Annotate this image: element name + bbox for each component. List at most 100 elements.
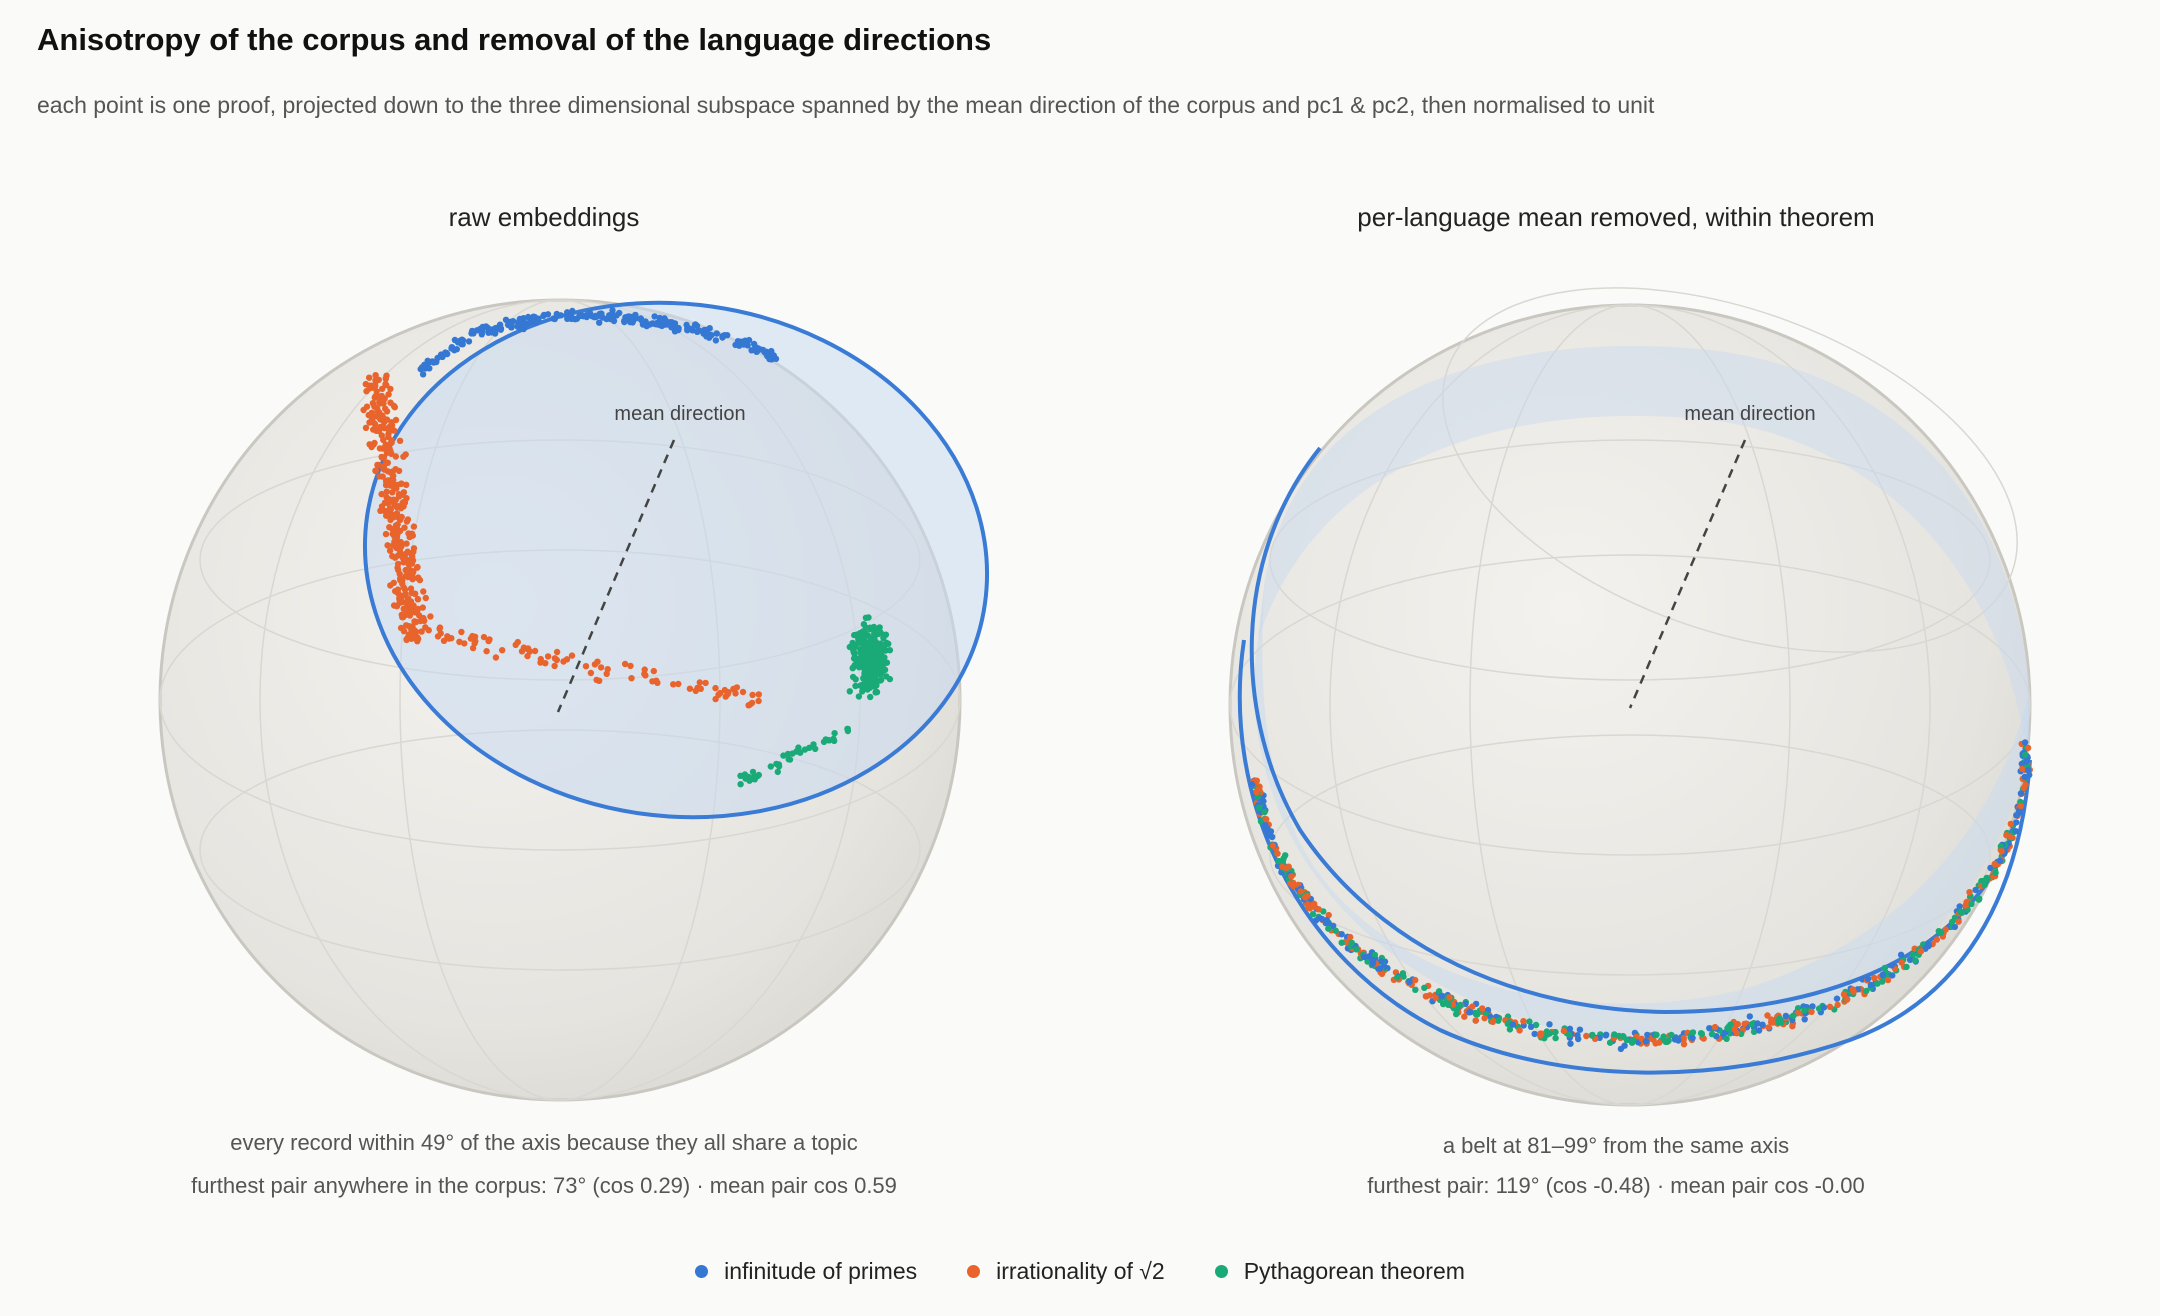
point-irrationality [654, 679, 661, 686]
point-pythagorean [1412, 986, 1419, 993]
point-infinitude [1754, 1020, 1761, 1027]
point-irrationality [1849, 986, 1857, 993]
point-infinitude [1759, 1021, 1766, 1028]
left-caption-line2: furthest pair anywhere in the corpus: 73… [191, 1173, 897, 1198]
point-irrationality [1789, 1022, 1796, 1030]
point-irrationality [702, 679, 709, 687]
point-irrationality [372, 467, 380, 474]
legend: infinitude of primes irrationality of √2… [0, 1258, 2160, 1285]
point-infinitude [640, 318, 647, 326]
point-irrationality [1765, 1024, 1772, 1031]
point-infinitude [761, 348, 768, 356]
point-pythagorean [1790, 1012, 1797, 1019]
point-irrationality [400, 453, 407, 460]
point-irrationality [390, 514, 397, 521]
point-irrationality [715, 691, 722, 698]
point-irrationality [396, 547, 403, 554]
point-infinitude [448, 344, 456, 351]
point-irrationality [372, 372, 379, 379]
point-pythagorean [773, 760, 780, 768]
point-irrationality [414, 563, 421, 571]
point-irrationality [385, 391, 392, 398]
right-belt-lower-edge [1237, 639, 2032, 1075]
point-irrationality [366, 374, 373, 381]
point-irrationality [406, 533, 413, 541]
point-infinitude [1262, 821, 1269, 829]
point-irrationality [1768, 1019, 1775, 1026]
point-pythagorean [1750, 1028, 1758, 1036]
point-irrationality [382, 530, 390, 538]
point-pythagorean [1623, 1036, 1630, 1044]
point-irrationality [401, 524, 408, 531]
point-pythagorean [767, 763, 774, 770]
point-infinitude [706, 325, 713, 332]
point-irrationality [378, 454, 386, 461]
point-irrationality [1274, 850, 1281, 857]
point-infinitude [492, 326, 499, 333]
point-pythagorean [1660, 1033, 1667, 1040]
point-irrationality [422, 594, 429, 602]
point-pythagorean [880, 644, 888, 652]
point-irrationality [670, 681, 677, 688]
point-infinitude [1406, 978, 1413, 986]
point-pythagorean [1630, 1036, 1637, 1044]
point-pythagorean [1981, 881, 1988, 889]
point-infinitude [1906, 956, 1914, 963]
point-pythagorean [1435, 988, 1443, 995]
point-irrationality [1955, 918, 1962, 925]
point-infinitude [438, 353, 446, 360]
point-irrationality [1269, 842, 1277, 849]
point-infinitude [1996, 857, 2004, 864]
point-pythagorean [825, 737, 832, 744]
point-pythagorean [860, 675, 867, 682]
point-infinitude [1675, 1037, 1682, 1044]
point-infinitude [1361, 953, 1368, 961]
point-irrationality [391, 427, 398, 434]
point-infinitude [458, 340, 465, 348]
point-infinitude [523, 320, 531, 327]
point-irrationality [413, 628, 420, 635]
point-irrationality [410, 548, 417, 556]
point-infinitude [1249, 781, 1256, 788]
point-irrationality [553, 648, 561, 656]
point-irrationality [2007, 820, 2015, 828]
point-irrationality [394, 560, 402, 568]
point-irrationality [408, 568, 415, 576]
point-irrationality [1998, 848, 2005, 855]
point-irrationality [373, 393, 380, 400]
point-pythagorean [877, 650, 884, 658]
point-pythagorean [1280, 855, 1287, 862]
point-pythagorean [786, 756, 794, 763]
point-infinitude [1576, 1026, 1584, 1033]
point-pythagorean [870, 623, 878, 631]
point-irrationality [376, 473, 383, 480]
point-infinitude [2013, 819, 2020, 826]
point-pythagorean [1968, 900, 1975, 908]
point-pythagorean [751, 776, 758, 783]
point-infinitude [1338, 931, 1345, 938]
point-pythagorean [886, 675, 894, 683]
point-irrationality [396, 570, 403, 578]
point-pythagorean [867, 693, 874, 701]
point-irrationality [383, 488, 390, 495]
point-irrationality [1680, 1036, 1687, 1043]
point-irrationality [385, 430, 392, 438]
point-pythagorean [1815, 1005, 1823, 1012]
point-irrationality [1711, 1023, 1719, 1031]
point-irrationality [563, 656, 571, 663]
point-pythagorean [1552, 1034, 1559, 1042]
point-irrationality [2019, 765, 2026, 773]
point-irrationality [369, 400, 377, 407]
point-pythagorean [1975, 896, 1983, 903]
point-pythagorean [1689, 1029, 1697, 1036]
point-irrationality [1741, 1020, 1748, 1028]
point-pythagorean [1552, 1028, 1559, 1036]
point-irrationality [368, 409, 375, 416]
point-irrationality [406, 612, 414, 619]
point-irrationality [604, 666, 611, 673]
point-infinitude [1782, 1012, 1790, 1020]
point-irrationality [692, 687, 699, 695]
point-infinitude [551, 315, 558, 323]
point-pythagorean [1309, 911, 1317, 918]
